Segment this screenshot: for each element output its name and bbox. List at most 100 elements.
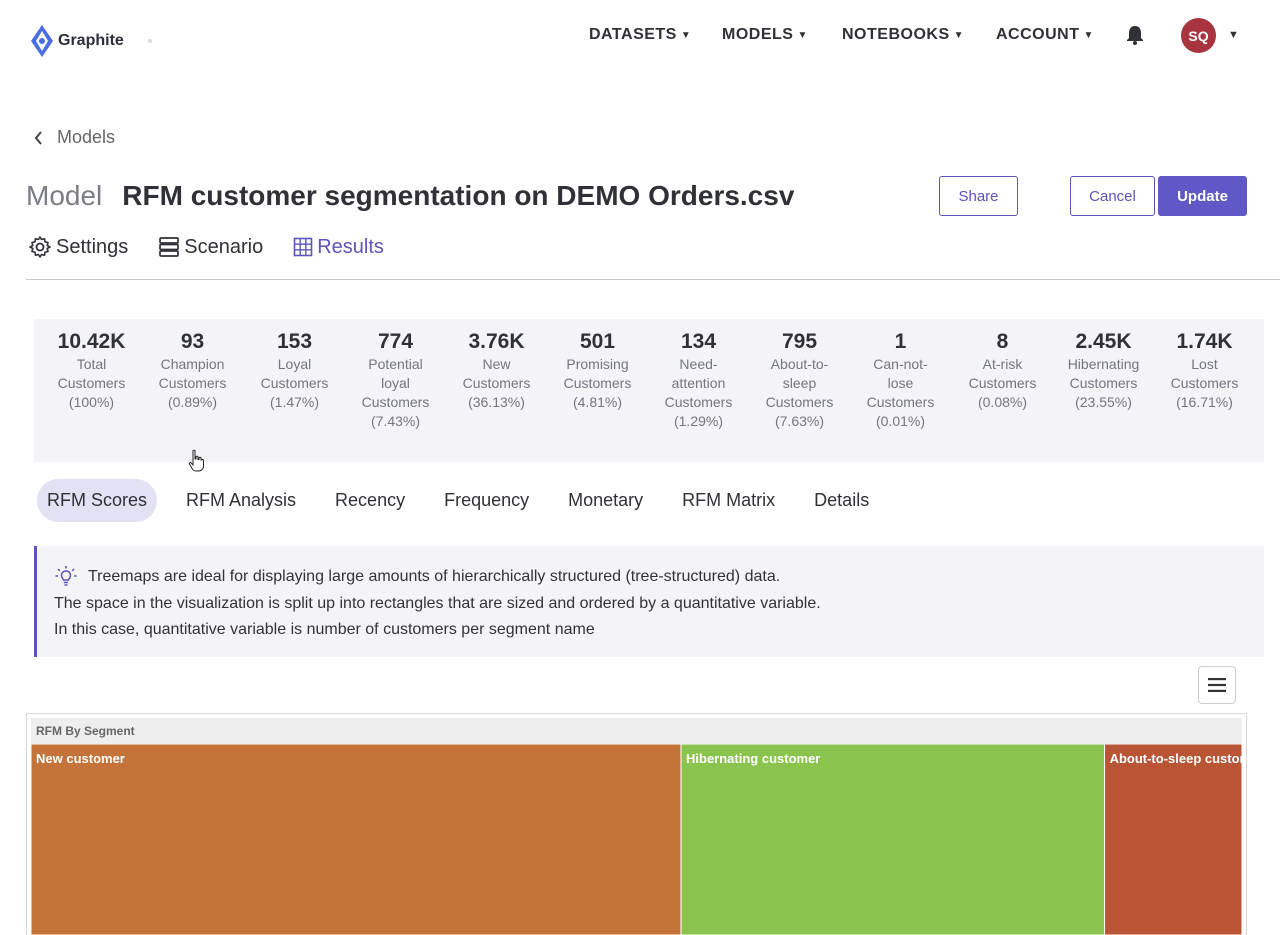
- stat-percentage: (4.81%): [572, 394, 623, 410]
- cancel-button[interactable]: Cancel: [1070, 176, 1155, 216]
- nav-models[interactable]: MODELS ▼: [722, 26, 808, 44]
- update-button[interactable]: Update: [1158, 176, 1247, 216]
- treemap-tile-label: Hibernating customer: [686, 751, 820, 766]
- stat-value: 10.42K: [57, 330, 126, 353]
- subtab-monetary[interactable]: Monetary: [568, 490, 644, 510]
- stat-label: attention: [671, 375, 726, 391]
- stat-percentage: (36.13%): [468, 394, 525, 410]
- stat-label: Customers: [664, 394, 733, 410]
- breadcrumb-models-link[interactable]: Models: [57, 127, 116, 147]
- treemap-tile-rect[interactable]: [1104, 744, 1242, 935]
- stat-value: 774: [377, 330, 414, 353]
- tab-results-label: Results: [317, 235, 384, 258]
- subtab-rfm-analysis[interactable]: RFM Analysis: [186, 490, 297, 510]
- stat-label: Promising: [566, 356, 629, 372]
- stat-label: Customers: [563, 375, 632, 391]
- nav-notebooks-label: NOTEBOOKS: [842, 26, 950, 43]
- stat-label: Customers: [158, 375, 227, 391]
- info-text-1: Treemaps are ideal for displaying large …: [88, 568, 781, 585]
- stat-value: 153: [276, 330, 313, 353]
- stat-percentage: (0.89%): [167, 394, 218, 410]
- tab-settings-label: Settings: [56, 235, 129, 258]
- stat-percentage: (7.63%): [774, 413, 825, 429]
- info-line: In this case, quantitative variable is n…: [54, 617, 1264, 644]
- stat-label: sleep: [782, 375, 817, 391]
- stat-value: 2.45K: [1075, 330, 1132, 353]
- user-avatar[interactable]: SQ: [1181, 18, 1216, 53]
- page-tabs: Settings Scenario Results: [28, 235, 384, 259]
- stat-item: 93 Champion Customers (0.89%): [142, 329, 243, 412]
- treemap-tile-label: About-to-sleep customer: [1110, 751, 1242, 766]
- caret-down-icon: ▼: [680, 29, 692, 41]
- info-text-2: The space in the visualization is split …: [54, 594, 821, 612]
- app-logo[interactable]: Graphite: [30, 24, 124, 58]
- subtab-rfm-matrix[interactable]: RFM Matrix: [682, 490, 776, 510]
- stat-item: 795 About-to-sleep Customers (7.63%): [749, 329, 850, 431]
- hand-cursor-icon: [188, 449, 204, 478]
- stat-label: loyal: [381, 375, 410, 391]
- stat-value: 93: [180, 330, 205, 353]
- stat-percentage: (0.01%): [875, 413, 926, 429]
- nav-notebooks[interactable]: NOTEBOOKS ▼: [842, 26, 964, 44]
- stat-label: Need-: [679, 356, 718, 372]
- tab-scenario[interactable]: Scenario: [158, 235, 263, 259]
- nav-datasets-label: DATASETS: [589, 26, 677, 43]
- tab-settings[interactable]: Settings: [28, 235, 128, 259]
- stat-item: 1 Can-not-lose Customers (0.01%): [850, 329, 951, 431]
- stat-label: Customers: [866, 394, 935, 410]
- stat-label: Customers: [765, 394, 834, 410]
- caret-down-icon: ▼: [1083, 29, 1094, 41]
- subtab-recency[interactable]: Recency: [335, 490, 406, 510]
- chart-menu-button[interactable]: [1198, 666, 1236, 704]
- stat-percentage: (1.29%): [673, 413, 724, 429]
- stat-percentage: (1.47%): [269, 394, 320, 410]
- treemap-tile[interactable]: About-to-sleep customer: [1104, 744, 1242, 935]
- stat-label: Customers: [968, 375, 1037, 391]
- nav-account[interactable]: ACCOUNT ▼: [996, 26, 1094, 44]
- app-name: Graphite: [58, 32, 124, 49]
- user-menu-caret-icon[interactable]: ▼: [1228, 29, 1239, 41]
- stat-label: Champion: [160, 356, 225, 372]
- stat-label: Potential: [368, 356, 423, 372]
- page-title: Model RFM customer segmentation on DEMO …: [26, 180, 794, 212]
- treemap-tile-rect[interactable]: [31, 744, 682, 935]
- stat-label: Loyal: [277, 356, 312, 372]
- info-line: Treemaps are ideal for displaying large …: [54, 564, 1264, 591]
- treemap-chart: New customer Hibernating customer About-to…: [31, 744, 1242, 935]
- treemap-tile-rect[interactable]: [680, 744, 1106, 935]
- stat-label: New: [482, 356, 511, 372]
- stat-label: Customers: [57, 375, 126, 391]
- caret-down-icon: ▼: [953, 29, 965, 41]
- hamburger-menu-icon: [1208, 678, 1226, 692]
- lightbulb-icon: [55, 566, 77, 586]
- stat-item: 774 Potential loyal Customers (7.43%): [345, 329, 446, 431]
- subtab-details[interactable]: Details: [814, 490, 870, 510]
- grid-icon: [293, 237, 313, 257]
- treemap-tile[interactable]: Hibernating customer: [680, 744, 1106, 935]
- treemap-chart-frame: [26, 713, 1247, 935]
- nav-datasets[interactable]: DATASETS ▼: [589, 26, 691, 44]
- stat-item: 2.45K Hibernating Customers (23.55%): [1053, 329, 1154, 412]
- nav-models-label: MODELS: [722, 26, 794, 43]
- stack-icon: [159, 237, 180, 257]
- stat-label: About-to-: [770, 356, 829, 372]
- stat-label: Customers: [361, 394, 430, 410]
- tab-scenario-label: Scenario: [184, 235, 264, 258]
- stat-item: 10.42K Total Customers (100%): [41, 329, 142, 412]
- stat-percentage: (7.43%): [370, 413, 421, 429]
- treemap-tile[interactable]: New customer: [31, 744, 682, 935]
- stat-percentage: (100%): [68, 394, 115, 410]
- subtab-rfm-scores[interactable]: RFM Scores: [37, 479, 158, 522]
- stat-label: Hibernating: [1067, 356, 1140, 372]
- subtab-frequency[interactable]: Frequency: [444, 490, 530, 510]
- stat-label: Customers: [1170, 375, 1239, 391]
- results-subtabs: RFM Scores RFM Analysis Recency Frequency Mo…: [37, 479, 898, 522]
- stat-percentage: (16.71%): [1176, 394, 1233, 410]
- tabs-divider: [26, 279, 1280, 280]
- notifications-bell-icon[interactable]: [1126, 25, 1144, 50]
- treemap-info-box: Treemaps are ideal for displaying large …: [34, 546, 1264, 657]
- stat-label: Customers: [462, 375, 531, 391]
- breadcrumb[interactable]: Models: [33, 127, 115, 148]
- tab-results[interactable]: Results: [293, 235, 384, 259]
- share-button[interactable]: Share: [939, 176, 1018, 216]
